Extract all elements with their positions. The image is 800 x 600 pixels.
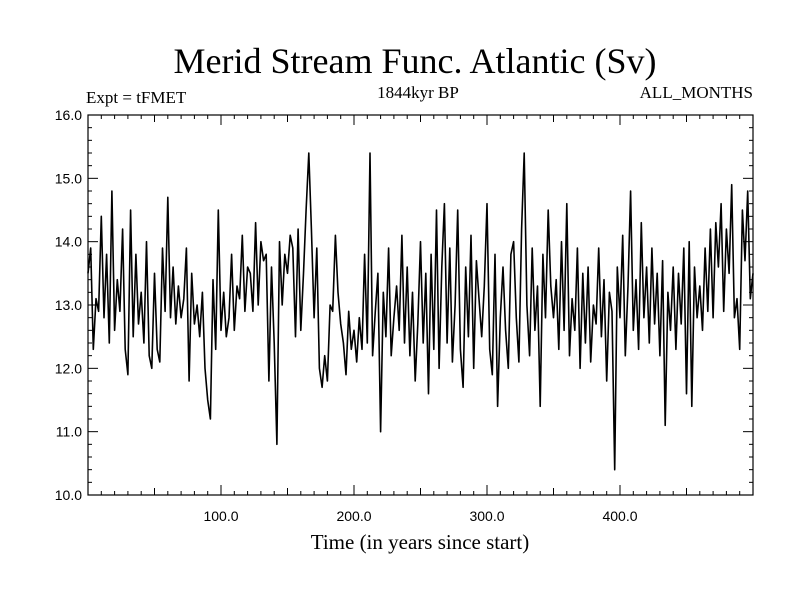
y-tick-label: 12.0 [55,360,82,376]
series-line [87,152,754,471]
tick-labels: 100.0 200.0 300.0 400.0 10.0 11.0 12.0 13.0 14.0… [55,107,638,524]
experiment-label: Expt = tFMET [86,88,187,107]
y-tick-label: 11.0 [56,424,82,440]
x-tick-label: 200.0 [336,508,371,524]
y-tick-label: 15.0 [55,170,82,186]
period-label: 1844kyr BP [377,83,459,102]
x-tick-label: 300.0 [469,508,504,524]
x-axis-label: Time (in years since start) [311,530,530,554]
y-tick-label: 13.0 [55,297,82,313]
y-tick-label: 10.0 [55,487,82,503]
y-tick-label: 16.0 [55,107,82,123]
chart-title: Merid Stream Func. Atlantic (Sv) [174,41,657,81]
months-label: ALL_MONTHS [640,83,753,102]
axis-ticks [88,115,753,495]
x-tick-label: 100.0 [203,508,238,524]
x-tick-label: 400.0 [602,508,637,524]
y-tick-label: 14.0 [55,234,82,250]
